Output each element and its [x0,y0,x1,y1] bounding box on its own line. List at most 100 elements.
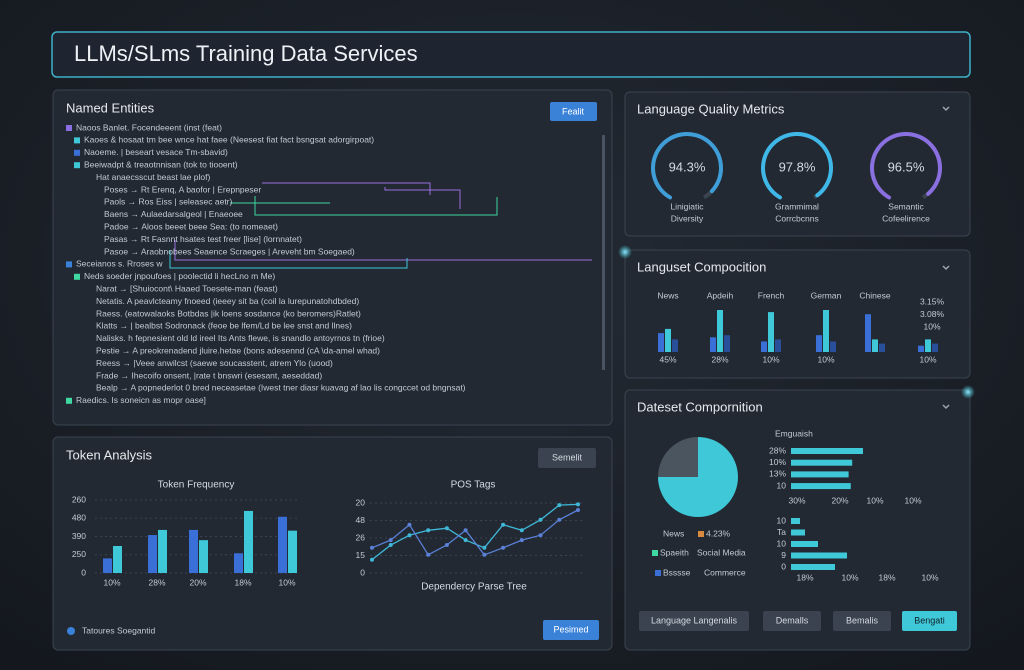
bar [791,518,800,524]
point [538,517,543,522]
row-label: 10 [777,538,787,548]
tree-line: Pasoe → Araobnobees Seaence Scraeges | A… [104,246,355,256]
tree-line: Pestie → A preokrenadend jluire.hetae (b… [96,345,380,355]
chevron [942,106,950,112]
button[interactable] [550,102,597,121]
gauge-name: Semantic [888,201,924,211]
link [262,182,431,195]
side-label: 10% [923,321,940,331]
glow [961,385,975,399]
tree-line: Seceianos s. Rroses w [76,259,163,269]
x-tick-label: 10% [841,572,858,582]
panel-title: Named Entities [66,100,155,115]
button-label[interactable]: Pesimed [553,624,588,634]
token-analysis-panel [52,436,613,651]
scrollbar [602,135,605,370]
bar [658,333,664,352]
button[interactable] [763,611,821,631]
point [482,545,487,550]
y-tick-label: 0 [360,567,365,577]
panel-title: Language Quality Metrics [637,101,785,116]
point [407,522,412,527]
tree-line: Reess → |Veee anwilcst (saewe soucassten… [96,358,333,368]
legend-label: Spaeith [660,547,689,557]
chevrons [942,106,950,410]
bar [791,471,849,478]
footer-label: Tatoures Soegantid [82,625,156,635]
panel-title: Dateset Compornition [637,399,763,414]
bar [724,335,730,352]
bar [768,312,774,352]
row-label: Ta [777,527,786,537]
point [388,543,393,547]
button-label[interactable]: Demalls [776,615,809,625]
point [576,502,580,507]
value-label: 10% [919,354,936,364]
button-label[interactable]: Fealit [562,106,585,116]
gauge-value: 94.3% [669,159,706,174]
button-label[interactable]: Language Langenalis [651,615,738,625]
bar [791,483,851,490]
point [557,503,562,508]
gauge-value: 96.5% [888,159,925,174]
legend-swatch [655,570,661,576]
chevron [942,404,950,410]
button-label[interactable]: Semelit [552,452,583,462]
button[interactable] [639,611,749,631]
tree-line: Poses → Rt Erenq, A baofor | Erepnpeser [104,184,261,194]
bar [717,310,723,352]
glow [618,245,632,259]
bar [103,558,112,573]
gauge-name: Diversity [671,213,704,223]
x-tick-label: 18% [878,572,895,582]
point [463,528,468,533]
x-tick-label: 10% [103,577,120,587]
category-label: Chinese [859,290,890,300]
named-entities-panel [52,89,613,426]
bar [158,529,167,573]
panel-title: Token Analysis [66,447,152,462]
bar [932,343,938,352]
bar [761,341,767,352]
button[interactable] [902,611,957,631]
value-label: 45% [659,354,676,364]
line-series [371,509,579,556]
tree-line: Frade → Ihecoifo onsent, |rate t bnswri … [96,370,322,380]
gauge-name: Grammimal [775,201,819,211]
button[interactable] [543,620,599,640]
bar [918,345,924,352]
tree-marker [66,125,72,131]
bar [234,553,243,573]
point [519,538,524,543]
tree-marker [74,273,80,280]
x-tick-label: 10% [904,495,921,505]
point [444,526,449,531]
bar [816,335,822,352]
point [576,508,580,512]
x-tick-label: 18% [234,577,251,587]
button-label[interactable]: Bemalis [846,615,879,625]
chart-title: Token Frequency [158,480,235,491]
y-tick-label: 15 [356,550,366,560]
row-label: 9 [781,550,786,560]
y-tick-label: 0 [81,567,86,577]
side-label: 3.08% [920,309,945,319]
bar [672,339,678,352]
bar [244,510,253,573]
legend-label: 4.23% [706,528,731,538]
value-label: 10% [762,354,779,364]
panel-title: Languset Compocition [637,259,766,274]
button[interactable] [538,448,596,468]
x-tick-label: 18% [796,572,813,582]
row-label: 28% [769,445,786,455]
bar [710,337,716,352]
category-label: Apdeih [707,290,734,300]
button-label[interactable]: Bengati [914,615,945,625]
page-title: LLMs/SLms Training Data Services [74,41,418,66]
tree-line: Kaoes & hosaat tm bee wnce hat faee (Nee… [84,135,374,145]
x-tick-label: 20% [189,577,206,587]
button[interactable] [833,611,891,631]
tree-line: Bealp → A popnederlot 0 bred neceasetae … [96,383,466,393]
x-tick-label: 28% [148,577,165,587]
